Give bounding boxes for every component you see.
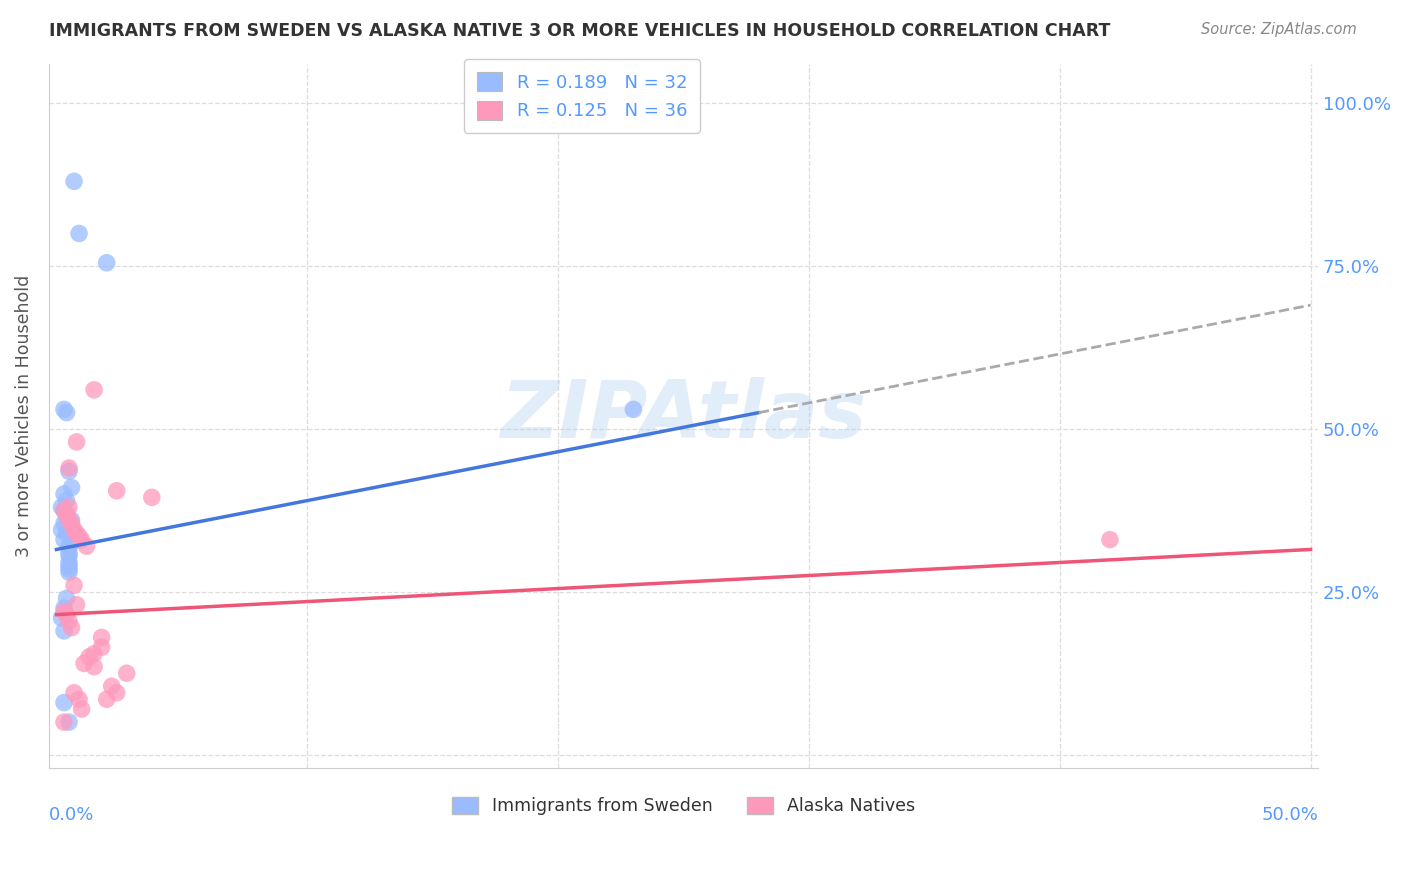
Text: 50.0%: 50.0% xyxy=(1261,806,1319,824)
Point xyxy=(58,614,80,628)
Point xyxy=(100,679,122,693)
Text: IMMIGRANTS FROM SWEDEN VS ALASKA NATIVE 3 OR MORE VEHICLES IN HOUSEHOLD CORRELAT: IMMIGRANTS FROM SWEDEN VS ALASKA NATIVE … xyxy=(49,22,1111,40)
Point xyxy=(55,406,77,420)
Point xyxy=(63,578,86,592)
Y-axis label: 3 or more Vehicles in Household: 3 or more Vehicles in Household xyxy=(15,275,32,557)
Point xyxy=(53,503,76,517)
Point xyxy=(65,434,87,449)
Point xyxy=(77,649,100,664)
Point xyxy=(60,513,83,527)
Point xyxy=(63,523,86,537)
Point xyxy=(67,227,90,241)
Point xyxy=(621,402,644,417)
Point xyxy=(53,624,76,638)
Point xyxy=(55,509,77,524)
Text: Source: ZipAtlas.com: Source: ZipAtlas.com xyxy=(1201,22,1357,37)
Point xyxy=(51,500,73,514)
Point xyxy=(73,657,96,671)
Point xyxy=(70,533,93,547)
Point xyxy=(58,715,80,730)
Point xyxy=(60,536,83,550)
Point xyxy=(58,549,80,563)
Point xyxy=(105,686,128,700)
Point xyxy=(63,174,86,188)
Point xyxy=(83,659,105,673)
Point xyxy=(53,516,76,531)
Point xyxy=(115,666,138,681)
Point xyxy=(55,591,77,606)
Point xyxy=(67,529,90,543)
Point xyxy=(53,715,76,730)
Point xyxy=(90,631,112,645)
Point xyxy=(55,526,77,541)
Point xyxy=(83,647,105,661)
Point xyxy=(55,493,77,508)
Point xyxy=(55,507,77,521)
Point xyxy=(65,526,87,541)
Point xyxy=(96,256,118,270)
Point xyxy=(60,621,83,635)
Point xyxy=(60,516,83,531)
Point xyxy=(58,556,80,570)
Point xyxy=(58,464,80,478)
Point xyxy=(58,562,80,576)
Point xyxy=(70,702,93,716)
Point xyxy=(67,692,90,706)
Point xyxy=(53,487,76,501)
Text: ZIPAtlas: ZIPAtlas xyxy=(501,377,866,455)
Legend: Immigrants from Sweden, Alaska Natives: Immigrants from Sweden, Alaska Natives xyxy=(444,789,922,822)
Point xyxy=(141,491,163,505)
Point xyxy=(53,696,76,710)
Point xyxy=(58,513,80,527)
Point xyxy=(58,461,80,475)
Point xyxy=(76,539,98,553)
Point xyxy=(53,604,76,618)
Point xyxy=(60,481,83,495)
Text: 0.0%: 0.0% xyxy=(49,806,94,824)
Point xyxy=(53,533,76,547)
Point xyxy=(63,686,86,700)
Point xyxy=(55,607,77,622)
Point xyxy=(1098,533,1121,547)
Point xyxy=(58,558,80,573)
Point xyxy=(53,503,76,517)
Point xyxy=(58,500,80,514)
Point xyxy=(65,598,87,612)
Point xyxy=(105,483,128,498)
Point xyxy=(90,640,112,655)
Point xyxy=(83,383,105,397)
Point xyxy=(58,546,80,560)
Point xyxy=(51,611,73,625)
Point xyxy=(53,601,76,615)
Point xyxy=(58,566,80,580)
Point xyxy=(58,539,80,553)
Point xyxy=(53,402,76,417)
Point xyxy=(51,523,73,537)
Point xyxy=(96,692,118,706)
